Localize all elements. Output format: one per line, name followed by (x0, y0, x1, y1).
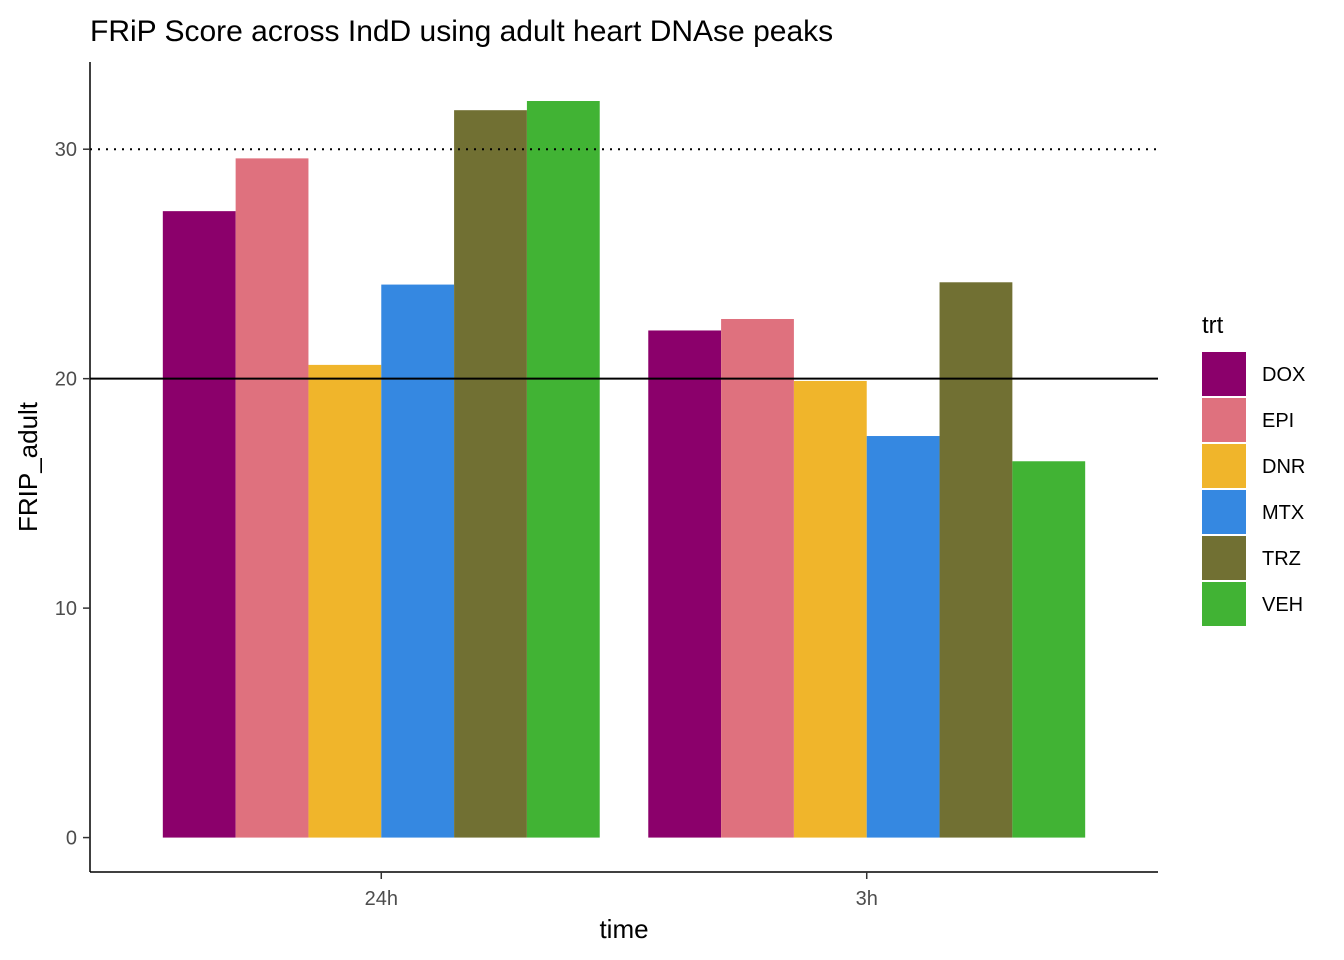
legend-key-epi (1202, 398, 1246, 442)
x-axis-title: time (599, 914, 648, 944)
bar-trz-24h (454, 110, 527, 838)
legend-label-veh: VEH (1262, 594, 1303, 616)
bar-epi-3h (721, 318, 794, 838)
bar-trz-3h (939, 282, 1013, 838)
y-tick-label: 30 (55, 139, 77, 161)
x-tick-label: 3h (856, 888, 878, 910)
legend-key-veh (1202, 582, 1246, 626)
bar-veh-3h (1012, 461, 1086, 838)
bars-layer (162, 101, 1086, 838)
y-axis-title: FRIP_adult (13, 401, 43, 532)
legend-key-trz (1202, 536, 1246, 580)
legend-title: trt (1202, 312, 1224, 339)
bar-dnr-24h (308, 364, 382, 838)
bar-mtx-24h (381, 284, 455, 838)
legend: trt DOX EPI DNR MTX TRZ VEH (1202, 312, 1305, 626)
reference-lines (90, 148, 1158, 380)
legend-label-dnr: DNR (1262, 456, 1305, 478)
x-axis-ticks: 24h 3h (365, 872, 878, 910)
bar-dnr-3h (793, 380, 867, 838)
legend-key-dox (1202, 352, 1246, 396)
y-tick-label: 0 (66, 828, 77, 850)
y-tick-label: 10 (55, 598, 77, 620)
legend-key-mtx (1202, 490, 1246, 534)
bar-veh-24h (526, 101, 600, 838)
y-tick-label: 20 (55, 369, 77, 391)
bar-epi-24h (235, 158, 309, 838)
legend-label-dox: DOX (1262, 364, 1305, 386)
legend-label-epi: EPI (1262, 410, 1294, 432)
x-tick-label: 24h (365, 888, 398, 910)
legend-label-mtx: MTX (1262, 502, 1304, 524)
chart-title: FRiP Score across IndD using adult heart… (90, 15, 833, 48)
legend-label-trz: TRZ (1262, 548, 1301, 570)
y-axis-ticks: 0 10 20 30 (55, 139, 90, 850)
bar-dox-3h (648, 330, 722, 838)
bar-mtx-3h (866, 436, 940, 838)
bar-dox-24h (162, 211, 236, 838)
legend-key-dnr (1202, 444, 1246, 488)
